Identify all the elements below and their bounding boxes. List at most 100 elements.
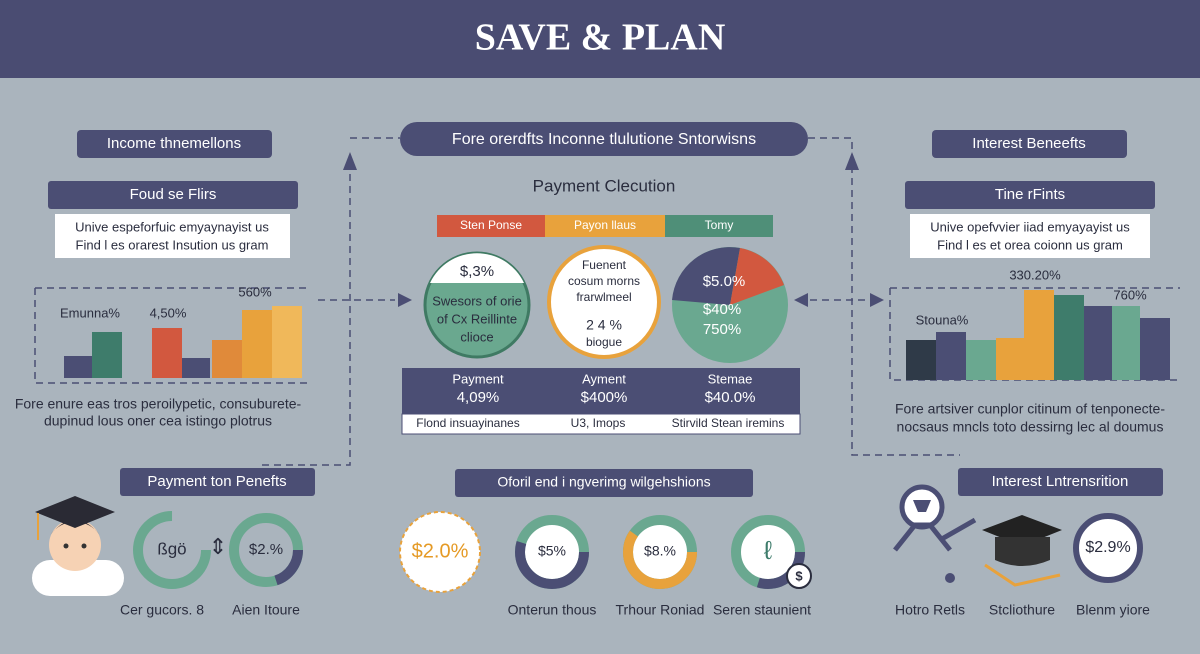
pill (958, 468, 1163, 496)
bar (242, 310, 272, 378)
icon-label: Stcliothure (989, 602, 1055, 618)
arrow (794, 293, 808, 307)
box-line: Unive espeforfuic emyaynayist us (75, 219, 269, 234)
bar (64, 356, 92, 378)
chart-label: 560% (238, 284, 272, 299)
cap-base (995, 537, 1050, 566)
ring-value: $8.% (644, 543, 676, 559)
pie-wedge (730, 248, 784, 305)
arrow (845, 152, 859, 170)
table-value: 4,09% (457, 389, 500, 406)
circle-cap (430, 253, 524, 283)
text-box (55, 214, 290, 258)
box-line: Unive opefvvier iiad emyayayist us (930, 219, 1130, 234)
pie-label: $40% (703, 301, 741, 318)
pill-text: Fore orerdfts Inconne tlulutione Sntorwi… (452, 131, 756, 148)
pill (120, 468, 315, 496)
bar (212, 340, 242, 378)
pill (400, 122, 808, 156)
paragraph-line: Fore enure eas tros peroilypetic, consub… (15, 396, 302, 412)
table-foot (401, 413, 801, 435)
ring-segment (515, 515, 589, 589)
pill-text: Income thnemellons (107, 135, 241, 152)
circle (547, 245, 661, 359)
hair (50, 520, 100, 535)
icon-stand (893, 517, 977, 552)
ring-segment (623, 515, 697, 589)
table-head (402, 368, 800, 414)
pill (48, 181, 298, 209)
bar (152, 328, 182, 378)
eye (81, 543, 87, 549)
box-line: Find l es et orea coionn us gram (937, 237, 1123, 252)
bar (936, 332, 966, 380)
bar (1112, 306, 1140, 380)
bar (906, 340, 936, 380)
pill-text: Foud se Flirs (130, 186, 217, 203)
circle-line: clioce (460, 329, 493, 344)
pill-text: Oforil end i ngverimg wilgehshions (497, 474, 710, 490)
bar (1054, 295, 1084, 380)
circle-line: Swesors of orie (432, 293, 522, 308)
ring-label: Trhour Roniad (616, 602, 705, 618)
paragraph-line: nocsaus mncls toto dessirng lec al doumu… (897, 419, 1164, 435)
mini-bars (906, 290, 1170, 380)
pill-text: Interest Lntrensrition (992, 473, 1129, 490)
title: SAVE & PLAN (475, 17, 726, 59)
connector (262, 168, 351, 466)
trophy-icon (893, 484, 977, 583)
cap-ribbon (984, 563, 1061, 587)
ring-value: $2.0% (412, 540, 469, 562)
bar (996, 338, 1024, 380)
chart-label: 4,50% (150, 305, 187, 320)
connector (808, 137, 960, 456)
chart-label: 760% (1113, 287, 1147, 302)
chart-label: Emunna% (60, 305, 120, 320)
circle-line: Fuenent (582, 258, 627, 272)
bar (966, 340, 996, 380)
chart-label: Stouna% (916, 312, 969, 327)
pill (932, 130, 1127, 158)
pie-wedge (672, 247, 740, 305)
bar (1140, 318, 1170, 380)
legend-text: Sten Ponse (460, 218, 522, 232)
bar (1084, 306, 1112, 380)
paragraph-line: Fore artsiver cunplor citinum of tenpone… (895, 401, 1165, 417)
legend-text: Tomy (705, 218, 734, 232)
table-foot-text: Flond insuayinanes (416, 416, 519, 430)
mini-bars (64, 306, 302, 378)
table-header: Payment (452, 371, 504, 386)
table-header: Ayment (582, 371, 626, 386)
ring-value: $5% (538, 543, 566, 559)
arrow-icon: ⇕ (209, 534, 227, 559)
table-value: $400% (581, 389, 628, 406)
arrow (870, 293, 884, 307)
graduate-icon (32, 496, 124, 596)
legend-text: Payon llaus (574, 218, 636, 232)
text-box (910, 214, 1150, 258)
ring-value: $2.% (249, 541, 283, 558)
icon-label: Blenm yiore (1076, 602, 1150, 618)
ring (133, 511, 211, 589)
circle-line: frarwlmeel (576, 290, 631, 304)
ring (1073, 513, 1143, 583)
circle-value: $,3% (460, 263, 494, 280)
table-header: Stemae (708, 371, 753, 386)
ring-label: Aien Itoure (232, 602, 300, 618)
arrow (343, 152, 357, 170)
heading: Payment Clecution (533, 176, 676, 195)
ring-value: ßgö (157, 539, 186, 558)
circle-line: of Cx Reillinte (437, 311, 517, 326)
face (49, 519, 101, 571)
ring-segment (731, 515, 805, 589)
pie-label: 750% (703, 321, 741, 338)
shoulders (32, 560, 124, 596)
circle-line: biogue (586, 335, 622, 349)
chart-label: 330.20% (1009, 267, 1061, 282)
eye (63, 543, 69, 549)
legend-swatch (665, 215, 773, 237)
coin-icon (786, 563, 812, 589)
bar (272, 306, 302, 378)
table-value: $40.0% (705, 389, 756, 406)
cap-icon (982, 515, 1062, 587)
